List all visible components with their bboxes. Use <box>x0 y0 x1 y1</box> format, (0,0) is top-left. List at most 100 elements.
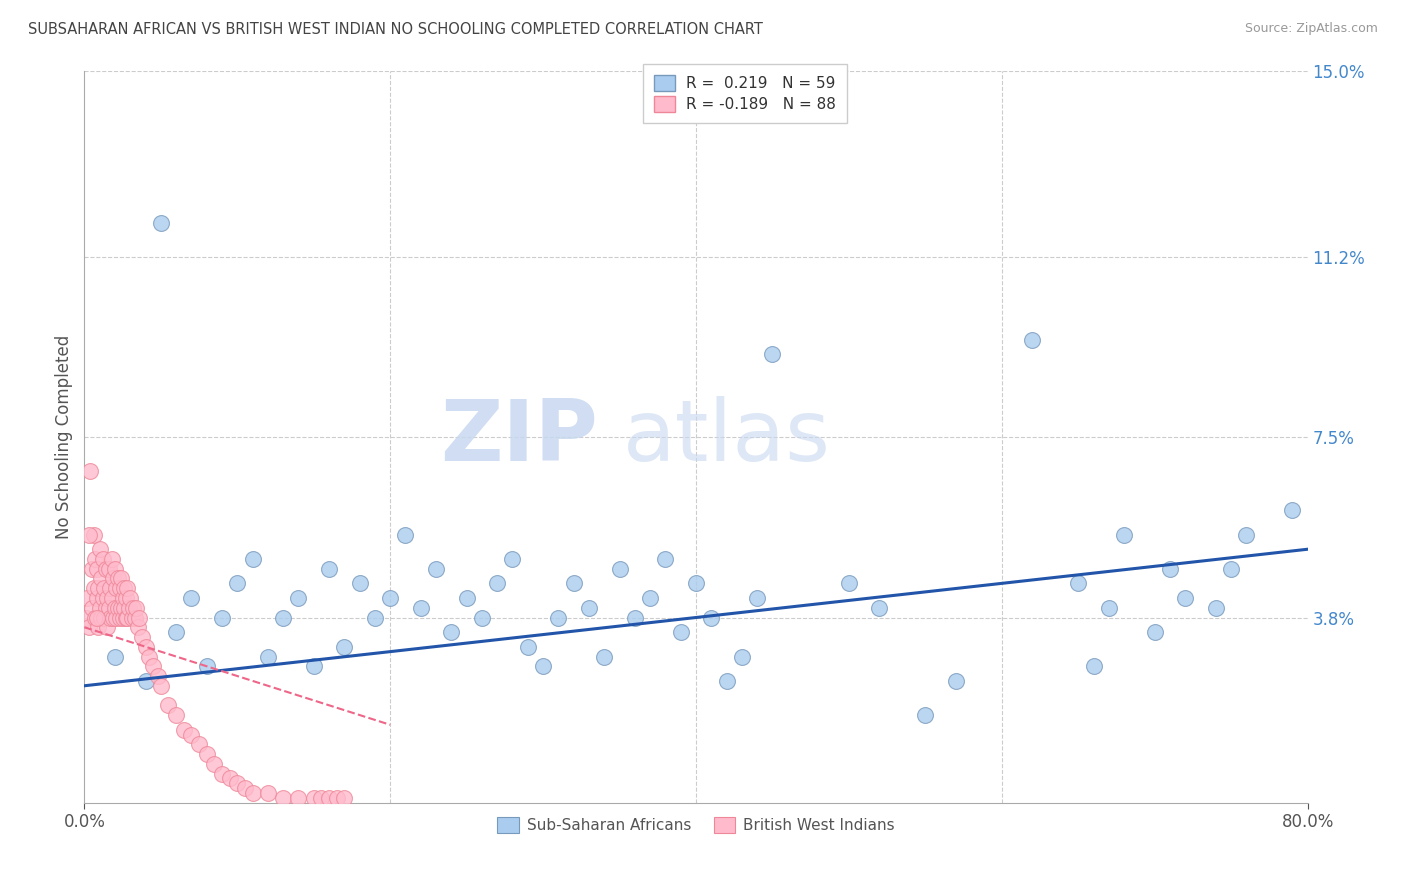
Point <box>638 591 661 605</box>
Point <box>110 572 132 586</box>
Point <box>1143 625 1166 640</box>
Point <box>104 600 127 615</box>
Point <box>103 572 125 586</box>
Point <box>669 625 692 640</box>
Point <box>149 679 172 693</box>
Point <box>302 791 325 805</box>
Point <box>456 591 478 605</box>
Point <box>79 464 101 478</box>
Point <box>516 640 538 654</box>
Point <box>165 708 187 723</box>
Point <box>101 552 124 566</box>
Point <box>76 591 98 605</box>
Point <box>101 591 124 605</box>
Point <box>271 791 294 805</box>
Point <box>202 756 225 771</box>
Point <box>333 791 356 805</box>
Point <box>89 600 111 615</box>
Point <box>1174 591 1197 605</box>
Point <box>502 552 524 566</box>
Point <box>180 727 202 741</box>
Point <box>86 562 108 576</box>
Point <box>287 591 309 605</box>
Point <box>114 610 136 624</box>
Point <box>624 610 647 624</box>
Point <box>471 610 494 624</box>
Point <box>86 591 108 605</box>
Point <box>716 673 738 688</box>
Point <box>87 620 110 634</box>
Point <box>94 600 117 615</box>
Point <box>157 698 180 713</box>
Point <box>108 581 131 595</box>
Point <box>84 552 107 566</box>
Point <box>146 669 169 683</box>
Point <box>195 659 218 673</box>
Point <box>1067 576 1090 591</box>
Point <box>593 649 616 664</box>
Point <box>104 649 127 664</box>
Point <box>125 600 148 615</box>
Point <box>97 600 120 615</box>
Point <box>654 552 676 566</box>
Point <box>107 572 129 586</box>
Point <box>364 610 387 624</box>
Point <box>394 527 416 541</box>
Point <box>105 610 128 624</box>
Point <box>165 625 187 640</box>
Point <box>114 591 136 605</box>
Point <box>380 591 402 605</box>
Point <box>486 576 509 591</box>
Point <box>188 737 211 751</box>
Point <box>135 640 157 654</box>
Point <box>115 581 138 595</box>
Point <box>94 562 117 576</box>
Point <box>195 747 218 761</box>
Point <box>440 625 463 640</box>
Point <box>122 600 145 615</box>
Point <box>93 581 115 595</box>
Point <box>531 659 554 673</box>
Point <box>105 581 128 595</box>
Point <box>685 576 707 591</box>
Point <box>271 610 294 624</box>
Point <box>287 791 309 805</box>
Point <box>110 600 132 615</box>
Point <box>578 600 600 615</box>
Point <box>914 708 936 723</box>
Point <box>257 786 280 800</box>
Point <box>700 610 723 624</box>
Point <box>98 581 121 595</box>
Point <box>98 610 121 624</box>
Point <box>425 562 447 576</box>
Point <box>1205 600 1227 615</box>
Text: SUBSAHARAN AFRICAN VS BRITISH WEST INDIAN NO SCHOOLING COMPLETED CORRELATION CHA: SUBSAHARAN AFRICAN VS BRITISH WEST INDIA… <box>28 22 763 37</box>
Point <box>135 673 157 688</box>
Point <box>609 562 631 576</box>
Point <box>211 610 233 624</box>
Point <box>218 772 240 786</box>
Point <box>124 610 146 624</box>
Point <box>547 610 569 624</box>
Point <box>1083 659 1105 673</box>
Point <box>103 610 125 624</box>
Point <box>87 581 110 595</box>
Text: atlas: atlas <box>623 395 831 479</box>
Point <box>115 610 138 624</box>
Point <box>761 347 783 361</box>
Point <box>89 542 111 557</box>
Point <box>211 766 233 780</box>
Point <box>257 649 280 664</box>
Point <box>318 791 340 805</box>
Point <box>77 620 100 634</box>
Point <box>77 527 100 541</box>
Point <box>180 591 202 605</box>
Point <box>1236 527 1258 541</box>
Point <box>747 591 769 605</box>
Point <box>83 581 105 595</box>
Point <box>142 659 165 673</box>
Point <box>226 776 249 790</box>
Point <box>242 786 264 800</box>
Point <box>1159 562 1181 576</box>
Point <box>80 600 103 615</box>
